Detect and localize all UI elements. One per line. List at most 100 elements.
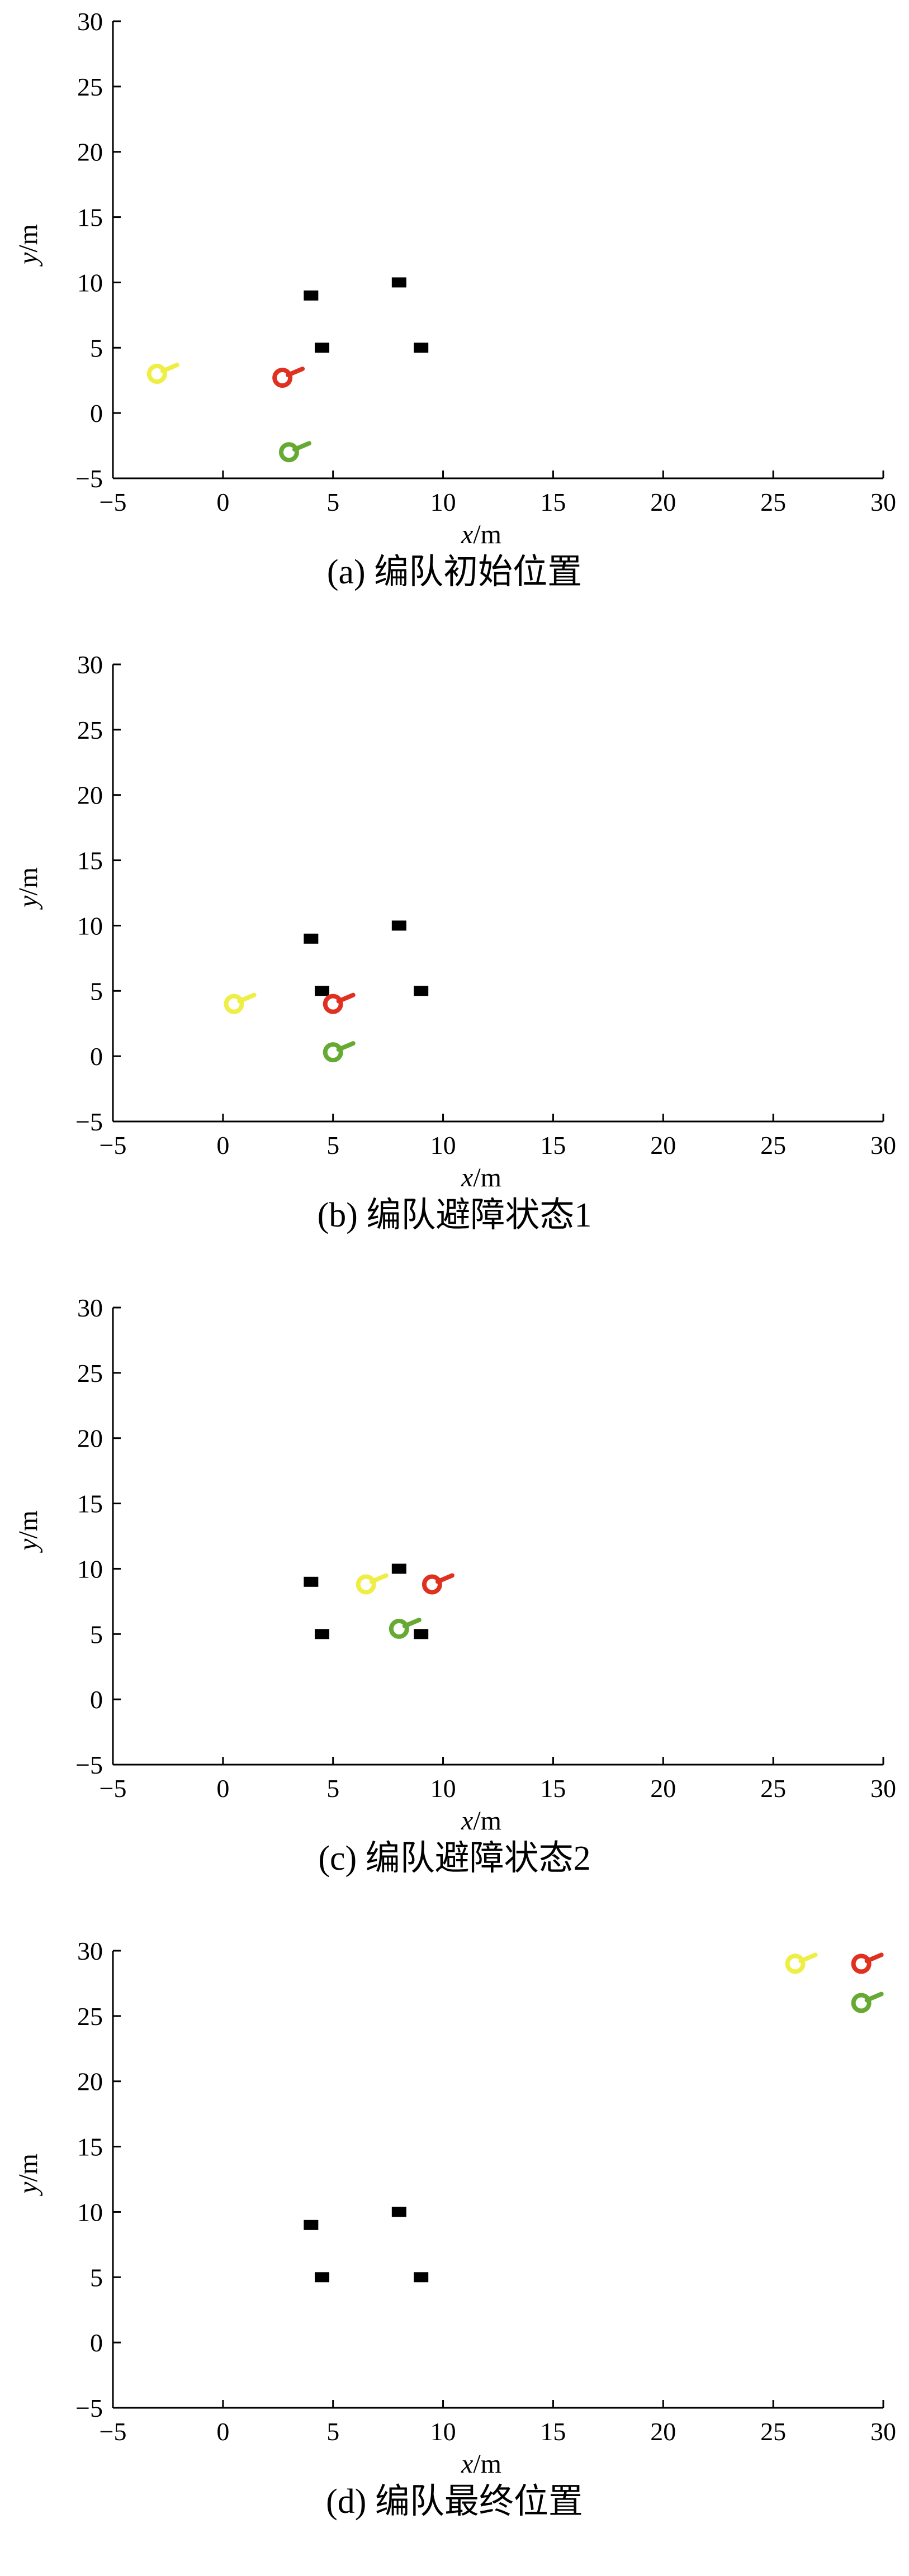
robot-marker — [785, 1952, 818, 1974]
x-tick-label: 15 — [540, 2417, 566, 2446]
panel-caption: (d) 编队最终位置 — [326, 2483, 583, 2521]
robot-body — [224, 994, 244, 1014]
x-tick-label: 5 — [326, 488, 339, 516]
obstacle-marker — [315, 1629, 330, 1639]
x-tick-label: 30 — [870, 1774, 896, 1803]
robot-marker — [422, 1573, 454, 1595]
x-axis-label-unit: /m — [473, 2449, 501, 2479]
robot-heading — [237, 992, 257, 1004]
robot-body — [323, 994, 343, 1014]
panel-caption: (b) 编队避障状态1 — [318, 1196, 592, 1234]
x-tick-label: 15 — [540, 488, 566, 516]
robot-body — [389, 1618, 409, 1639]
robot-heading — [292, 441, 311, 452]
x-tick-label: 5 — [326, 1774, 339, 1803]
y-axis-label-variable: y — [13, 1538, 43, 1553]
y-tick-label: −5 — [75, 464, 103, 493]
obstacle-marker — [304, 933, 319, 944]
obstacle-marker — [315, 343, 330, 353]
y-axis-label: y/m — [13, 1510, 43, 1553]
y-tick-label: 0 — [90, 399, 103, 427]
x-tick-label: 30 — [870, 1131, 896, 1159]
robot-heading — [435, 1573, 454, 1584]
obstacle-marker — [414, 2272, 429, 2283]
robot-body — [272, 368, 293, 388]
x-tick-label: 15 — [540, 1774, 566, 1803]
obstacle-marker — [304, 2219, 319, 2230]
robot-marker — [389, 1617, 422, 1639]
y-tick-label: 25 — [77, 716, 103, 744]
y-tick-label: 5 — [90, 1620, 103, 1648]
x-tick-label: 10 — [430, 1774, 456, 1803]
y-tick-label: 15 — [77, 203, 103, 232]
robot-body — [422, 1574, 442, 1595]
x-axis-label-variable: x — [461, 520, 473, 549]
x-axis-label: x/m — [461, 520, 501, 549]
robot-body — [785, 1954, 806, 1974]
y-tick-label: −5 — [75, 2394, 103, 2422]
y-tick-label: −5 — [75, 1751, 103, 1779]
obstacle-marker — [414, 1629, 429, 1639]
y-tick-label: 30 — [77, 1937, 103, 1965]
x-tick-label: 0 — [216, 488, 229, 516]
x-tick-label: −5 — [100, 1131, 127, 1159]
robot-center — [859, 2000, 864, 2005]
y-tick-label: 0 — [90, 2328, 103, 2357]
x-tick-label: 0 — [216, 1774, 229, 1803]
x-tick-label: 25 — [760, 1131, 786, 1159]
y-axis-label-unit: /m — [13, 2154, 43, 2182]
robot-center — [286, 450, 291, 455]
y-tick-label: 15 — [77, 1490, 103, 1518]
robot-marker — [851, 1952, 884, 1974]
x-tick-label: 25 — [760, 1774, 786, 1803]
x-tick-label: 10 — [430, 1131, 456, 1159]
robot-heading — [336, 992, 356, 1004]
y-tick-label: 10 — [77, 268, 103, 297]
y-tick-label: 10 — [77, 911, 103, 940]
x-axis-label-unit: /m — [473, 1806, 501, 1836]
obstacle-marker — [315, 986, 330, 996]
obstacle-marker — [391, 920, 406, 931]
x-tick-label: 20 — [650, 1131, 676, 1159]
robot-marker — [146, 363, 179, 384]
y-tick-label: 10 — [77, 1555, 103, 1583]
y-tick-label: 30 — [77, 7, 103, 36]
x-tick-label: 20 — [650, 488, 676, 516]
robot-center — [330, 1050, 335, 1055]
y-tick-label: 15 — [77, 847, 103, 875]
x-tick-label: 5 — [326, 1131, 339, 1159]
robot-body — [146, 364, 167, 384]
robot-marker — [851, 1992, 884, 2013]
obstacle-marker — [304, 1576, 319, 1587]
robot-marker — [323, 992, 356, 1014]
robot-center — [363, 1582, 368, 1587]
robot-heading — [369, 1573, 389, 1584]
y-tick-label: 20 — [77, 781, 103, 810]
x-axis-label-variable: x — [461, 1806, 473, 1836]
x-axis-label-variable: x — [461, 2449, 473, 2479]
x-tick-label: 20 — [650, 1774, 676, 1803]
y-axis-label: y/m — [13, 2154, 43, 2197]
x-tick-label: 15 — [540, 1131, 566, 1159]
y-tick-label: 30 — [77, 1294, 103, 1322]
panel-caption: (c) 编队避障状态2 — [318, 1840, 590, 1878]
robot-body — [851, 1954, 872, 1974]
robot-center — [793, 1961, 798, 1966]
obstacle-marker — [391, 1563, 406, 1574]
y-tick-label: 20 — [77, 2068, 103, 2096]
y-tick-label: 25 — [77, 2002, 103, 2031]
x-axis-label: x/m — [461, 2449, 501, 2479]
y-tick-label: 10 — [77, 2198, 103, 2226]
panel-caption: (a) 编队初始位置 — [327, 553, 582, 591]
y-tick-label: 0 — [90, 1685, 103, 1714]
x-tick-label: 30 — [870, 2417, 896, 2446]
obstacle-marker — [304, 290, 319, 301]
obstacle-marker — [315, 2272, 330, 2283]
x-tick-label: 25 — [760, 488, 786, 516]
y-tick-label: 5 — [90, 2263, 103, 2292]
robot-center — [280, 376, 285, 381]
